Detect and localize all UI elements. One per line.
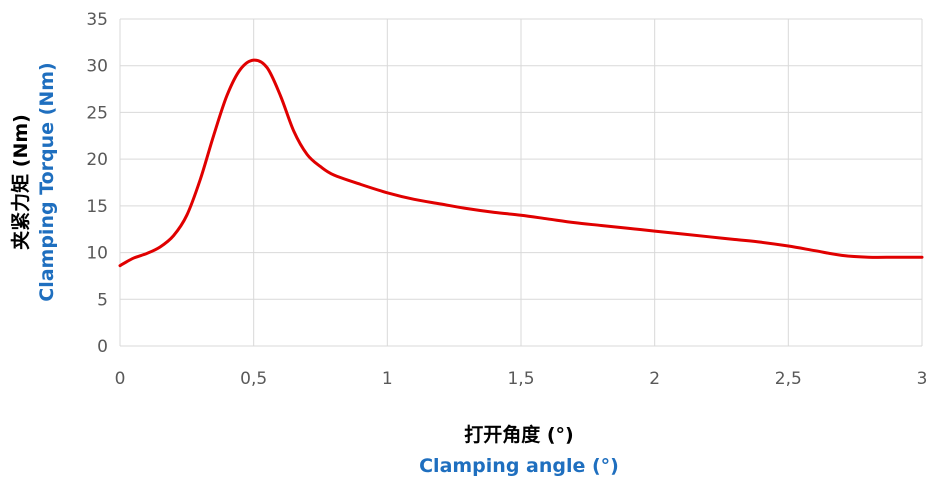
x-tick-label: 0,5 <box>240 369 267 389</box>
y-axis-title-cn: 夹紧力矩 (Nm) <box>9 114 32 250</box>
y-tick-label: 35 <box>86 10 108 30</box>
y-tick-label: 10 <box>86 244 108 264</box>
x-tick-label: 0 <box>115 369 126 389</box>
y-tick-label: 0 <box>97 337 108 357</box>
y-tick-labels: 0 5 10 15 20 25 30 35 <box>86 10 108 357</box>
x-tick-label: 1 <box>382 369 393 389</box>
torque-series-line <box>118 58 924 268</box>
y-tick-label: 25 <box>86 103 108 123</box>
y-tick-label: 5 <box>97 290 108 310</box>
x-tick-labels: 0 0,5 1 1,5 2 2,5 3 <box>115 369 928 389</box>
y-axis-title-en: Clamping Torque (Nm) <box>36 62 58 302</box>
y-tick-label: 20 <box>86 150 108 170</box>
x-tick-label: 2,5 <box>775 369 802 389</box>
gridlines <box>119 18 923 347</box>
x-tick-label: 3 <box>917 369 928 389</box>
x-tick-label: 1,5 <box>507 369 534 389</box>
y-tick-label: 30 <box>86 57 108 77</box>
x-axis-title-cn: 打开角度 (°) <box>464 423 573 446</box>
x-axis-title-en: Clamping angle (°) <box>419 455 619 477</box>
x-tick-label: 2 <box>649 369 660 389</box>
y-tick-label: 15 <box>86 197 108 217</box>
series-layer <box>118 58 924 268</box>
